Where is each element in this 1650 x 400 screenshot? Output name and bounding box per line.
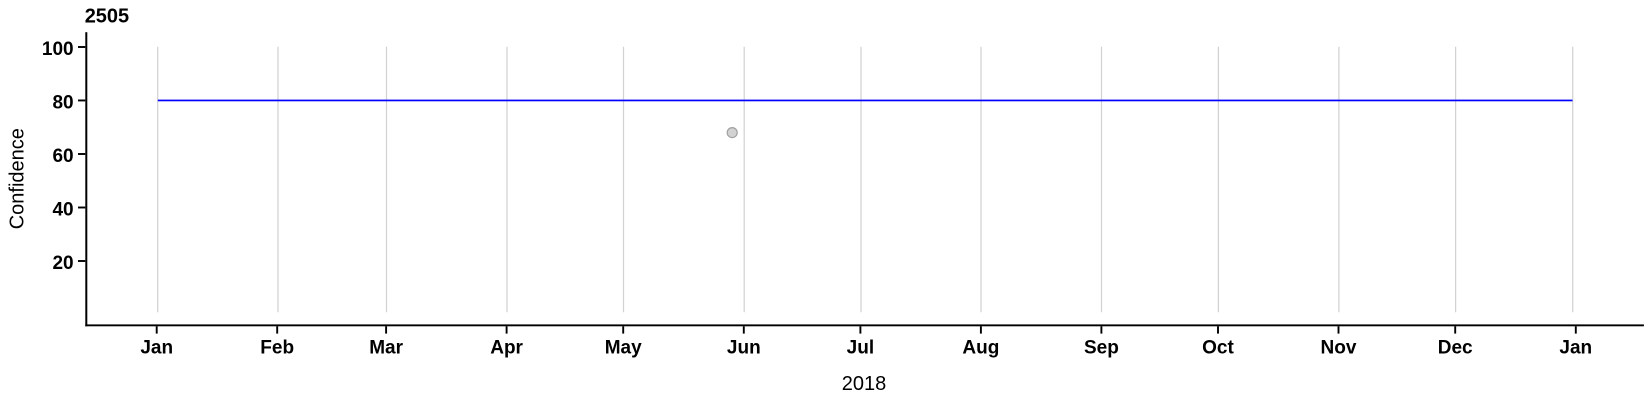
svg-text:Mar: Mar <box>369 338 403 359</box>
svg-text:40: 40 <box>52 200 73 221</box>
svg-text:Jun: Jun <box>727 338 761 359</box>
svg-text:Sep: Sep <box>1084 338 1119 359</box>
svg-text:May: May <box>605 338 642 359</box>
svg-text:100: 100 <box>42 39 74 60</box>
svg-text:Confidence: Confidence <box>7 128 29 229</box>
svg-text:Feb: Feb <box>260 338 294 359</box>
svg-text:Apr: Apr <box>490 338 523 359</box>
svg-text:60: 60 <box>52 146 73 167</box>
svg-text:Jul: Jul <box>847 338 874 359</box>
svg-text:Jan: Jan <box>1559 338 1592 359</box>
svg-text:Nov: Nov <box>1321 338 1357 359</box>
svg-text:Aug: Aug <box>962 338 999 359</box>
svg-text:80: 80 <box>52 93 73 114</box>
svg-text:2505: 2505 <box>85 5 130 27</box>
svg-text:2018: 2018 <box>842 373 887 395</box>
svg-text:Jan: Jan <box>140 338 173 359</box>
svg-text:Oct: Oct <box>1202 338 1234 359</box>
svg-text:20: 20 <box>52 253 73 274</box>
svg-text:Dec: Dec <box>1438 338 1473 359</box>
